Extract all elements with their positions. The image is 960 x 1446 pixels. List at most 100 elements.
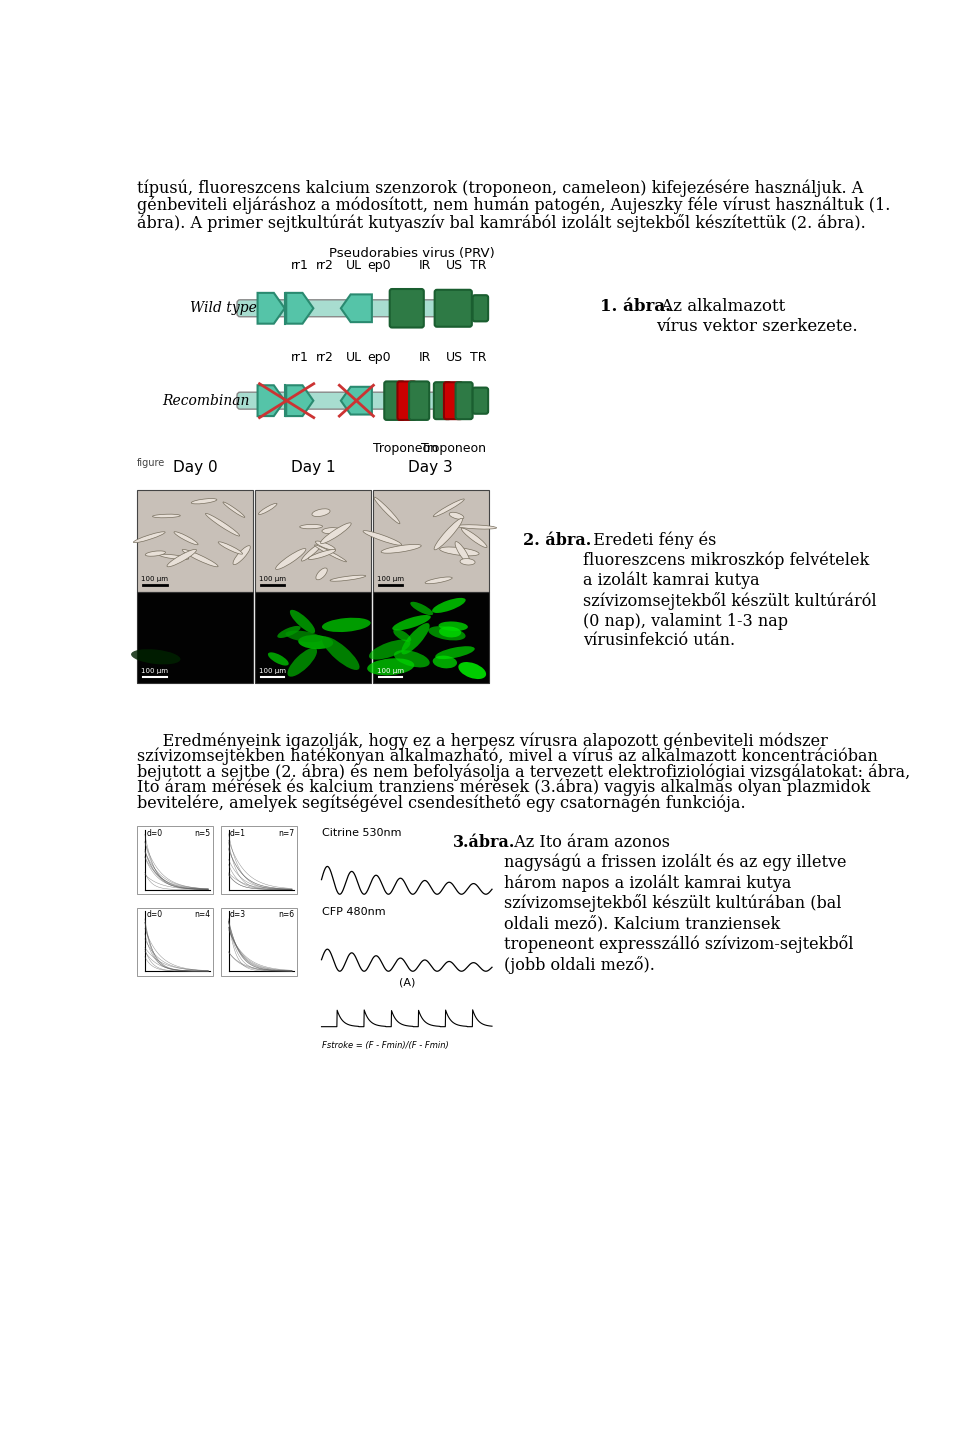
Text: Recombinan: Recombinan bbox=[162, 393, 250, 408]
Text: d=3: d=3 bbox=[230, 911, 246, 920]
Text: Day 0: Day 0 bbox=[173, 460, 218, 474]
Ellipse shape bbox=[455, 542, 469, 564]
Ellipse shape bbox=[363, 531, 401, 545]
Ellipse shape bbox=[316, 541, 335, 549]
FancyBboxPatch shape bbox=[472, 388, 488, 414]
Ellipse shape bbox=[290, 610, 315, 633]
Text: rr2: rr2 bbox=[316, 351, 333, 364]
Ellipse shape bbox=[330, 576, 366, 581]
Text: rr2: rr2 bbox=[316, 259, 333, 272]
Ellipse shape bbox=[367, 658, 415, 675]
Text: génbeviteli eljáráshoz a módosított, nem humán patogén, Aujeszky féle vírust has: génbeviteli eljáráshoz a módosított, nem… bbox=[137, 197, 891, 214]
Text: Day 1: Day 1 bbox=[291, 460, 335, 474]
Ellipse shape bbox=[458, 662, 486, 680]
Ellipse shape bbox=[460, 558, 475, 565]
Ellipse shape bbox=[439, 626, 461, 638]
Text: 2. ábra.: 2. ábra. bbox=[523, 532, 591, 548]
Ellipse shape bbox=[276, 548, 306, 570]
Text: Fstroke = (F - Fmin)/(F - Fmin): Fstroke = (F - Fmin)/(F - Fmin) bbox=[322, 1041, 448, 1050]
Text: (A): (A) bbox=[398, 977, 415, 988]
Ellipse shape bbox=[167, 549, 197, 567]
Text: ep0: ep0 bbox=[367, 259, 391, 272]
Text: Eredményeink igazolják, hogy ez a herpesz vírusra alapozott génbeviteli módszer: Eredményeink igazolják, hogy ez a herpes… bbox=[137, 733, 828, 750]
Ellipse shape bbox=[374, 497, 400, 523]
Text: Pseudorabies virus (PRV): Pseudorabies virus (PRV) bbox=[329, 247, 495, 260]
Ellipse shape bbox=[410, 602, 433, 615]
Ellipse shape bbox=[285, 630, 323, 642]
Text: figure: figure bbox=[137, 458, 165, 469]
Ellipse shape bbox=[393, 615, 431, 630]
Ellipse shape bbox=[301, 542, 324, 561]
Text: 100 µm: 100 µm bbox=[259, 668, 286, 674]
Text: Troponeon: Troponeon bbox=[420, 441, 486, 454]
Ellipse shape bbox=[462, 528, 487, 548]
Bar bbox=[372, 490, 489, 591]
Polygon shape bbox=[341, 295, 372, 322]
Polygon shape bbox=[286, 294, 313, 324]
Text: d=0: d=0 bbox=[146, 911, 162, 920]
Ellipse shape bbox=[457, 525, 496, 529]
Text: szívizomsejtekben hatékonyan alkalmazható, mivel a vírus az alkalmazott koncentr: szívizomsejtekben hatékonyan alkalmazhat… bbox=[137, 748, 878, 765]
Ellipse shape bbox=[425, 577, 452, 584]
Ellipse shape bbox=[258, 503, 277, 515]
Text: 1. ábra.: 1. ábra. bbox=[601, 298, 671, 315]
Text: IR: IR bbox=[419, 259, 431, 272]
Ellipse shape bbox=[182, 549, 218, 567]
Text: Day 3: Day 3 bbox=[408, 460, 453, 474]
Text: US: US bbox=[446, 351, 464, 364]
Ellipse shape bbox=[312, 509, 330, 516]
Ellipse shape bbox=[174, 532, 198, 545]
FancyBboxPatch shape bbox=[390, 289, 423, 328]
Polygon shape bbox=[257, 385, 285, 416]
Ellipse shape bbox=[300, 525, 323, 529]
Text: Az Ito áram azonos
nagyságú a frissen izolált és az egy illetve
három napos a iz: Az Ito áram azonos nagyságú a frissen iz… bbox=[504, 834, 853, 973]
Text: ábra). A primer sejtkultúrát kutyaszív bal kamrából izolált sejtekből készítettü: ábra). A primer sejtkultúrát kutyaszív b… bbox=[137, 214, 866, 231]
Ellipse shape bbox=[322, 617, 371, 632]
Polygon shape bbox=[286, 385, 313, 416]
Ellipse shape bbox=[299, 635, 333, 649]
Ellipse shape bbox=[322, 528, 342, 534]
Ellipse shape bbox=[287, 648, 317, 677]
Text: rr1: rr1 bbox=[291, 351, 309, 364]
Ellipse shape bbox=[394, 651, 430, 668]
FancyBboxPatch shape bbox=[434, 382, 451, 419]
Text: 100 µm: 100 µm bbox=[141, 668, 168, 674]
Ellipse shape bbox=[439, 622, 468, 630]
Ellipse shape bbox=[308, 549, 336, 560]
Text: 100 µm: 100 µm bbox=[377, 668, 404, 674]
Text: n=4: n=4 bbox=[195, 911, 210, 920]
Text: US: US bbox=[446, 259, 464, 272]
Ellipse shape bbox=[433, 499, 465, 516]
Text: 100 µm: 100 µm bbox=[141, 577, 168, 583]
FancyBboxPatch shape bbox=[444, 382, 463, 419]
Bar bbox=[137, 490, 253, 591]
Text: Wild type: Wild type bbox=[190, 301, 256, 315]
FancyBboxPatch shape bbox=[397, 382, 416, 419]
Text: 100 µm: 100 µm bbox=[259, 577, 286, 583]
Text: Az alkalmazott
vírus vektor szerkezete.: Az alkalmazott vírus vektor szerkezete. bbox=[657, 298, 858, 335]
Bar bbox=[137, 908, 213, 976]
Text: 3.ábra.: 3.ábra. bbox=[453, 834, 516, 852]
Bar bbox=[221, 827, 297, 894]
Text: d=1: d=1 bbox=[230, 829, 246, 837]
Text: 100 µm: 100 µm bbox=[377, 577, 404, 583]
Polygon shape bbox=[257, 294, 285, 324]
Text: bejutott a sejtbe (2. ábra) és nem befolyásolja a tervezett elektrofiziológiai v: bejutott a sejtbe (2. ábra) és nem befol… bbox=[137, 763, 910, 781]
Ellipse shape bbox=[428, 626, 466, 641]
Ellipse shape bbox=[233, 545, 251, 564]
Ellipse shape bbox=[191, 499, 217, 503]
Text: d=0: d=0 bbox=[146, 829, 162, 837]
Text: bevitelére, amelyek segítségével csendesíthető egy csatornagén funkciója.: bevitelére, amelyek segítségével csendes… bbox=[137, 794, 746, 813]
FancyBboxPatch shape bbox=[435, 289, 472, 327]
Text: Citrine 530nm: Citrine 530nm bbox=[322, 829, 401, 839]
FancyBboxPatch shape bbox=[472, 295, 488, 321]
Ellipse shape bbox=[145, 551, 165, 557]
FancyBboxPatch shape bbox=[456, 382, 472, 419]
Ellipse shape bbox=[205, 513, 240, 536]
Ellipse shape bbox=[432, 597, 466, 613]
Text: típusú, fluoreszcens kalcium szenzorok (troponeon, cameleon) kifejezésére haszná: típusú, fluoreszcens kalcium szenzorok (… bbox=[137, 179, 863, 197]
Text: CFP 480nm: CFP 480nm bbox=[322, 907, 385, 917]
Bar bbox=[254, 490, 372, 591]
Bar bbox=[137, 593, 253, 684]
FancyBboxPatch shape bbox=[237, 299, 488, 317]
